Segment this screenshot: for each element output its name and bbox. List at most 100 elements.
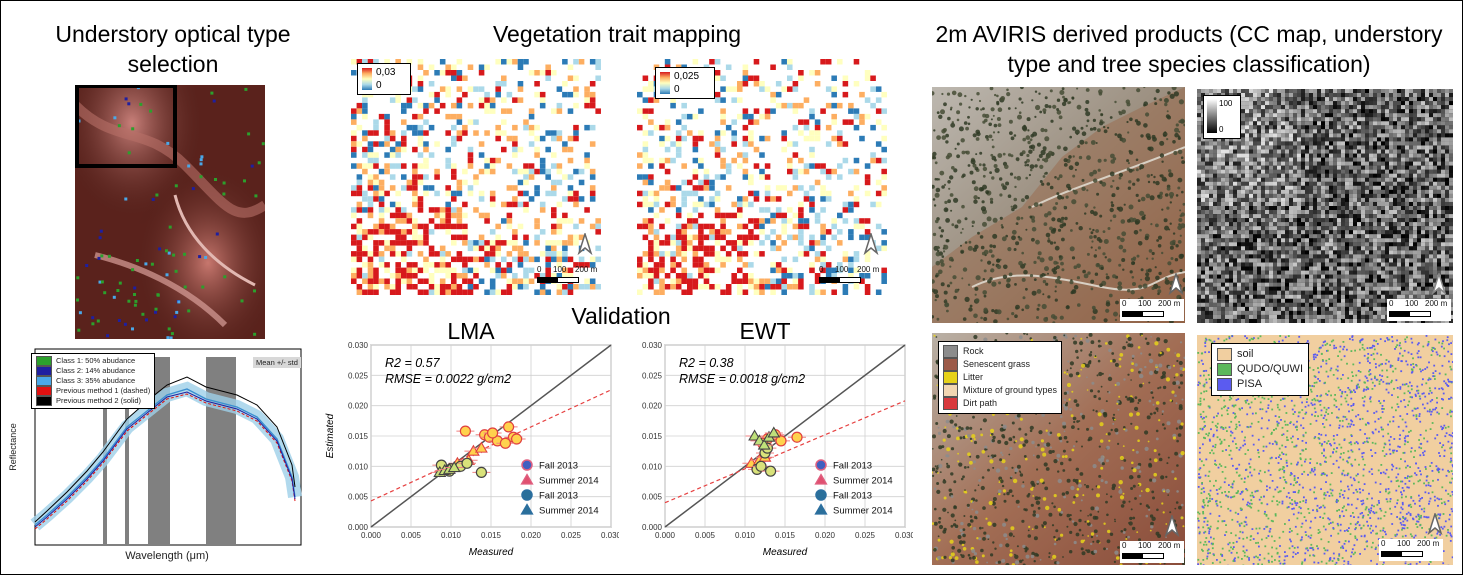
species-legend: soil QUDO/QUWI PISA xyxy=(1211,343,1309,396)
ut-scalebar: 0 100 200 m xyxy=(1120,541,1184,563)
legend-item: PISA xyxy=(1217,377,1303,392)
lma-colorbar-min: 0 xyxy=(376,80,382,91)
y-tick-label: 0.010 xyxy=(642,462,663,471)
legend-marker xyxy=(521,489,533,501)
legend-label: PISA xyxy=(1237,378,1263,390)
legend-label: Fall 2013 xyxy=(539,491,578,502)
north-arrow-icon xyxy=(1431,271,1447,296)
legend-label: Previous method 1 (dashed) xyxy=(56,386,151,396)
x-tick-label: 0.015 xyxy=(775,531,796,540)
cc-colorbar-min: 0 xyxy=(1219,125,1224,134)
sp-scalebar: 0 100 200 m xyxy=(1379,539,1443,561)
legend-label: Summer 2014 xyxy=(539,506,599,517)
legend-label: Senescent grass xyxy=(963,359,1031,370)
legend-swatch xyxy=(1217,378,1232,391)
legend-swatch xyxy=(36,356,52,366)
legend-swatch xyxy=(36,396,52,406)
spectral-chart-svg: Reflectance Wavelength (μm) xyxy=(8,348,302,562)
rgb-image: 0 100 200 m xyxy=(932,87,1185,323)
data-point xyxy=(755,460,767,472)
understory-type-map: Rock Senescent grass Litter Mixture of grou… xyxy=(932,333,1185,565)
legend-marker xyxy=(815,489,827,501)
understory-type-legend: Rock Senescent grass Litter Mixture of grou… xyxy=(938,341,1063,414)
lma-scalebar: 0 100 200 m xyxy=(537,265,599,289)
legend-marker xyxy=(814,473,828,485)
canopy-cover-map: 100 0 0 100 200 m xyxy=(1197,89,1453,323)
vegetation-title: Vegetation trait mapping xyxy=(492,21,742,47)
legend-item: QUDO/QUWI xyxy=(1217,362,1303,377)
legend-marker xyxy=(815,459,827,471)
legend-label: Class 3: 35% abudance xyxy=(56,376,136,386)
north-arrow-icon xyxy=(863,231,879,256)
data-point xyxy=(461,457,473,469)
north-arrow-icon xyxy=(1168,271,1184,296)
x-tick-label: 0.030 xyxy=(895,531,913,540)
x-tick-label: 0.005 xyxy=(401,531,422,540)
north-arrow-icon xyxy=(577,231,593,256)
data-point xyxy=(447,460,461,473)
legend-swatch xyxy=(943,358,958,371)
data-point xyxy=(499,437,511,449)
legend-swatch xyxy=(36,376,52,386)
y-tick-label: 0.030 xyxy=(642,341,663,350)
understory-image-svg xyxy=(75,85,265,339)
north-arrow-icon xyxy=(1164,513,1180,538)
legend-label: Summer 2014 xyxy=(539,476,599,487)
data-point xyxy=(767,426,781,438)
x-tick-label: 0.015 xyxy=(481,531,502,540)
x-tick-label: 0.020 xyxy=(815,531,836,540)
rgb-image-svg xyxy=(932,87,1185,323)
data-point xyxy=(775,435,787,447)
legend-item: Class 3: 35% abudance xyxy=(36,376,150,386)
data-point xyxy=(748,429,762,441)
legend-label: Dirt path xyxy=(963,398,998,409)
y-tick-label: 0.000 xyxy=(348,523,369,532)
y-tick-label: 0.025 xyxy=(642,371,663,380)
legend-swatch xyxy=(943,384,958,397)
x-tick-label: 0.000 xyxy=(361,531,382,540)
x-tick-label: 0.025 xyxy=(855,531,876,540)
data-point xyxy=(466,444,480,456)
data-point xyxy=(791,431,803,443)
understory-title: Understory optical type selection xyxy=(55,21,291,77)
legend-label: soil xyxy=(1237,348,1254,360)
fit-line xyxy=(370,389,612,502)
legend-item: Class 2: 14% abudance xyxy=(36,366,150,376)
x-tick-label: 0.000 xyxy=(655,531,676,540)
legend-swatch xyxy=(943,371,958,384)
legend-marker xyxy=(520,473,534,485)
legend-item: Previous method 1 (dashed) xyxy=(36,386,150,396)
legend-label: Class 1: 50% abudance xyxy=(56,356,136,366)
x-tick-label: 0.005 xyxy=(695,531,716,540)
legend-marker xyxy=(814,503,828,515)
cc-colorbar-max: 100 xyxy=(1219,99,1233,108)
legend-swatch xyxy=(943,345,958,358)
y-tick-label: 0.010 xyxy=(348,462,369,471)
chart-title: LMA xyxy=(447,318,495,344)
legend-label: Fall 2013 xyxy=(833,491,872,502)
x-tick-label: 0.030 xyxy=(601,531,619,540)
data-point xyxy=(487,427,499,439)
legend-item: soil xyxy=(1217,347,1303,362)
x-tick-label: 0.010 xyxy=(441,531,462,540)
fit-line xyxy=(664,400,906,504)
y-tick-label: 0.000 xyxy=(642,523,663,532)
legend-marker xyxy=(520,503,534,515)
spectral-legend: Class 1: 50% abudance Class 2: 14% abudan… xyxy=(31,353,156,409)
legend-item: Litter xyxy=(943,371,1057,384)
one-to-one-line xyxy=(664,344,906,528)
legend-label: Fall 2013 xyxy=(833,461,872,472)
spectral-ylabel: Reflectance xyxy=(8,423,18,471)
ewt-colorbar: 0,025 0 xyxy=(655,67,715,99)
legend-label: Litter xyxy=(963,372,984,383)
chart-annotation: RMSE = 0.0022 g/cm2 xyxy=(385,372,511,386)
lma-colorbar: 0,03 0 xyxy=(357,63,411,95)
species-map-svg xyxy=(1197,335,1453,565)
species-classification-map: soil QUDO/QUWI PISA 0 100 200 m xyxy=(1197,335,1453,565)
ewt-colorbar-min: 0 xyxy=(674,84,680,95)
legend-label: QUDO/QUWI xyxy=(1237,363,1303,375)
y-tick-label: 0.005 xyxy=(348,493,369,502)
north-arrow-icon xyxy=(1427,511,1443,536)
